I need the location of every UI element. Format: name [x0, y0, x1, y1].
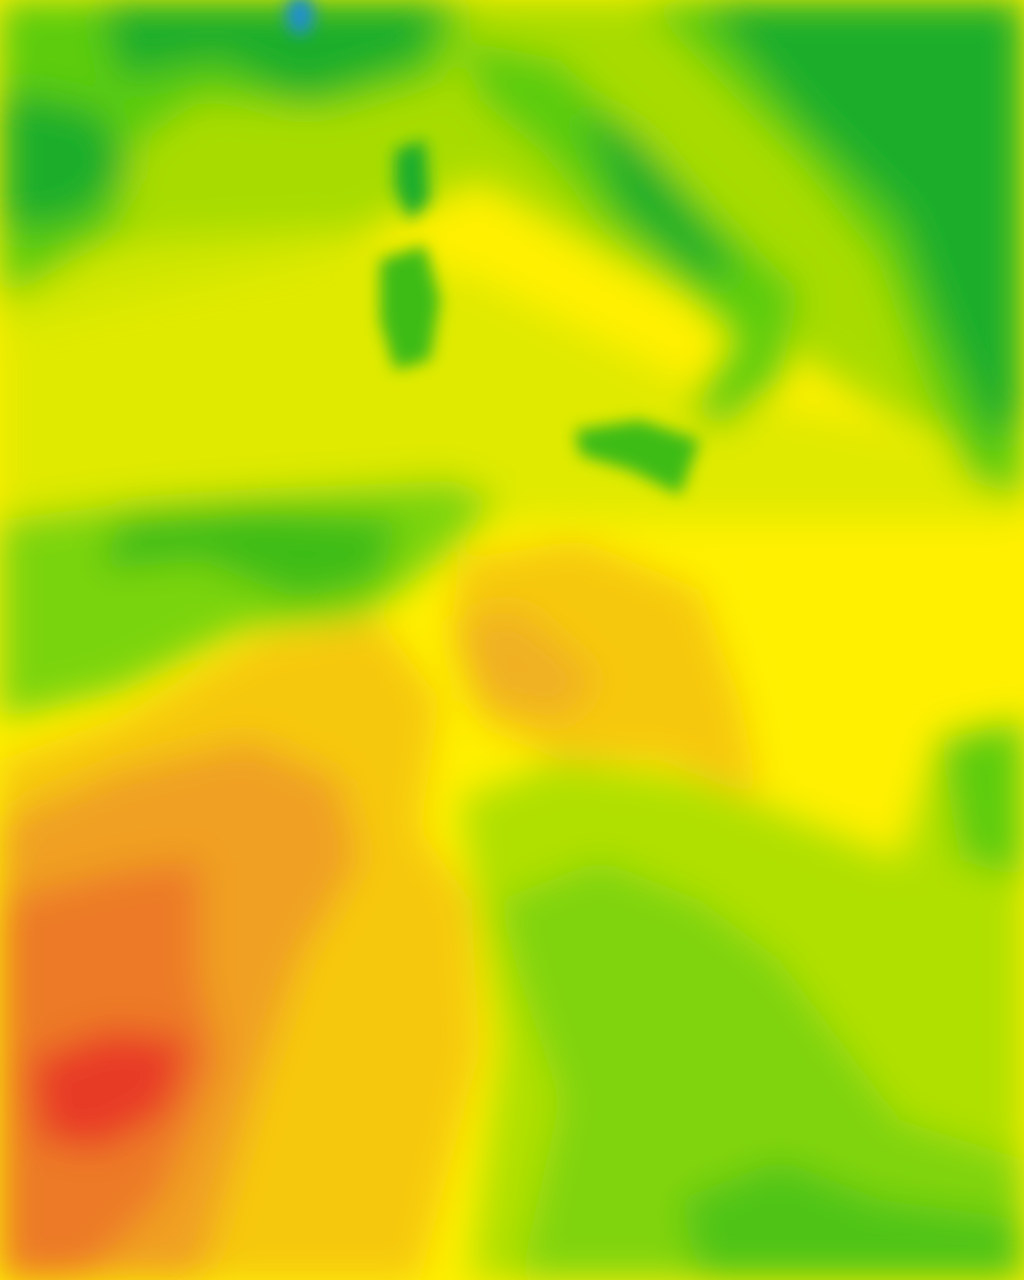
region-italy [460, 40, 800, 430]
island-sicily [575, 420, 700, 495]
region-italy-dark [580, 110, 740, 280]
lake-blue [286, 0, 314, 35]
island-sardinia [380, 245, 440, 370]
region-balkans-dark [700, 0, 1024, 440]
region-libya-hot [460, 610, 600, 720]
island-corsica [395, 140, 430, 220]
region-southeast-green [500, 860, 1024, 1280]
region-alps-dark [100, 0, 450, 100]
region-mediterranean-sea [0, 230, 1024, 520]
region-atlas-dark [100, 510, 400, 600]
region-levant [940, 720, 1024, 880]
region-southeast-dark [680, 1160, 1024, 1280]
region-sahara-hottest [30, 1030, 190, 1150]
region-libya [450, 540, 760, 800]
region-west-dark [0, 90, 130, 230]
